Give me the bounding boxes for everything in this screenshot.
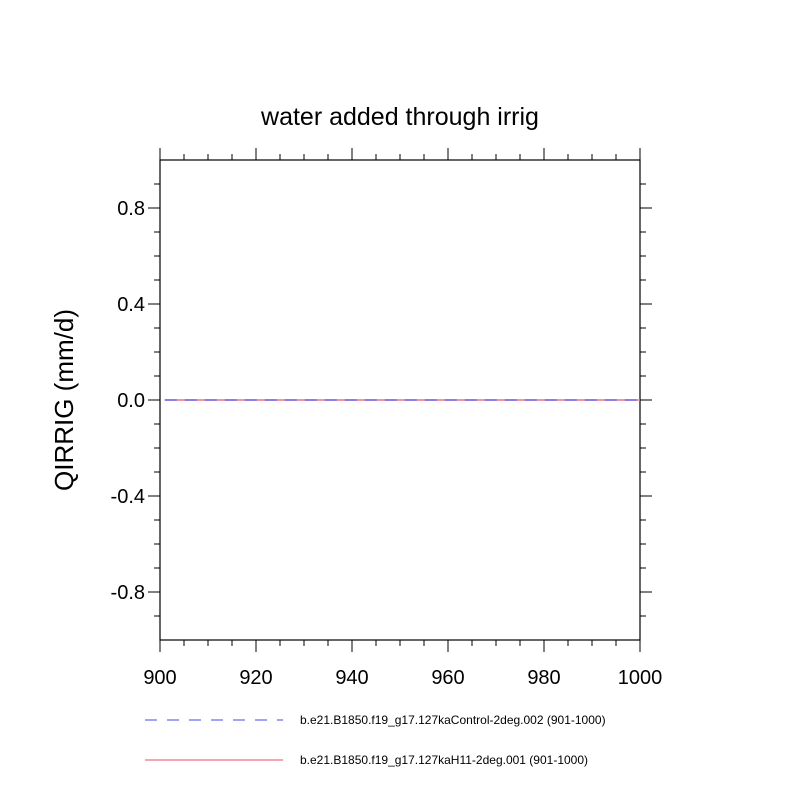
legend: b.e21.B1850.f19_g17.127kaControl-2deg.00… [145, 713, 606, 767]
x-tick-label: 920 [239, 667, 272, 689]
y-tick-label: 0.8 [117, 198, 145, 220]
x-tick-label: 1000 [618, 667, 663, 689]
chart-title: water added through irrig [260, 103, 539, 131]
y-axis-label: QIRRIG (mm/d) [49, 309, 79, 491]
axis-ticks [148, 148, 652, 652]
x-tick-label: 940 [335, 667, 368, 689]
x-tick-label: 960 [431, 667, 464, 689]
axis-tick-labels: 900 920 940 960 980 1000 -0.8 -0.4 0.0 0.4 0.8 [111, 198, 663, 689]
y-tick-label: 0.0 [117, 390, 145, 412]
x-tick-label: 900 [143, 667, 176, 689]
y-tick-label: -0.4 [111, 486, 145, 508]
legend-label: b.e21.B1850.f19_g17.127kaControl-2deg.00… [300, 713, 606, 727]
legend-label: b.e21.B1850.f19_g17.127kaH11-2deg.001 (9… [300, 753, 588, 767]
plot-area: 900 920 940 960 980 1000 -0.8 -0.4 0.0 0.4 0.8 [111, 148, 663, 689]
x-tick-label: 980 [527, 667, 560, 689]
y-tick-label: -0.8 [111, 582, 145, 604]
y-tick-label: 0.4 [117, 294, 145, 316]
